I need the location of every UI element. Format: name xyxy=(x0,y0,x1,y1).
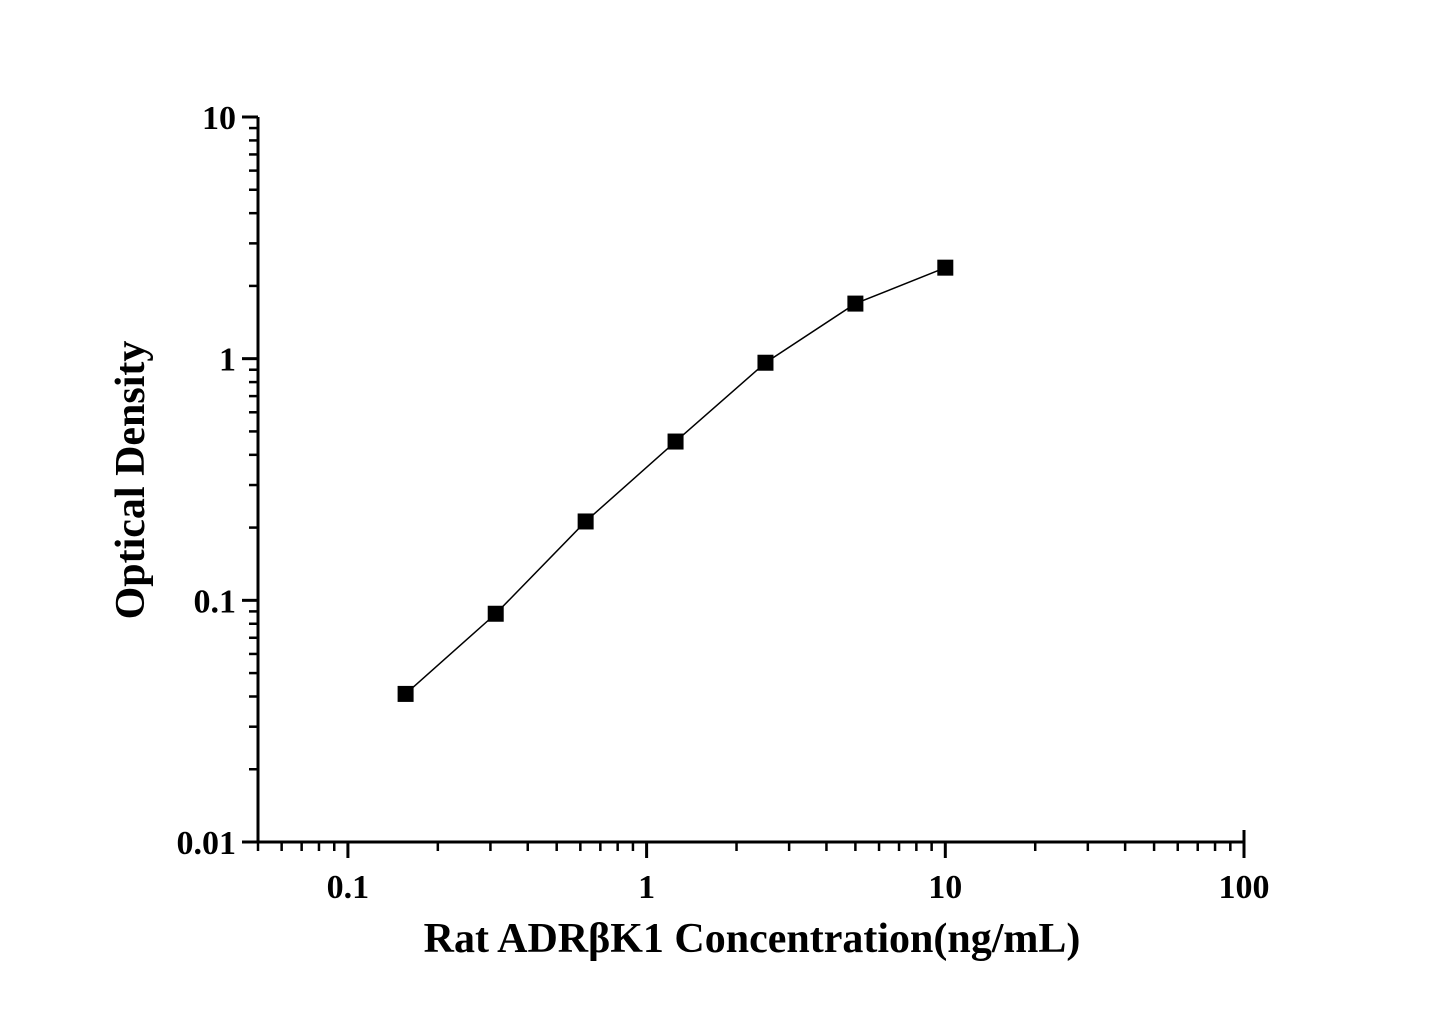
y-tick-label: 0.01 xyxy=(177,825,237,862)
axis-ticks xyxy=(242,115,1246,858)
y-tick-label: 1 xyxy=(219,342,236,379)
y-axis-title: Optical Density xyxy=(108,341,154,620)
data-point-marker xyxy=(937,259,954,276)
x-tick-label: 0.1 xyxy=(327,869,370,906)
y-tick-label: 10 xyxy=(202,100,236,137)
tick-labels: 0.01 0.1 1 10 0.1 1 10 100 xyxy=(177,100,1270,906)
data-point-marker xyxy=(757,354,774,371)
x-tick-label: 1 xyxy=(638,869,655,906)
data-line xyxy=(405,266,946,695)
x-tick-label: 100 xyxy=(1219,869,1270,906)
axes xyxy=(256,117,1244,844)
data-point-marker xyxy=(577,513,594,530)
data-point-marker xyxy=(847,295,864,312)
data-point-marker xyxy=(487,605,504,622)
data-point-marker xyxy=(397,685,414,702)
y-tick-label: 0.1 xyxy=(194,583,237,620)
x-tick-label: 10 xyxy=(928,869,962,906)
data-point-marker xyxy=(667,433,684,450)
data-markers xyxy=(397,259,954,702)
x-axis-title: Rat ADRβK1 Concentration(ng/mL) xyxy=(424,916,1081,962)
